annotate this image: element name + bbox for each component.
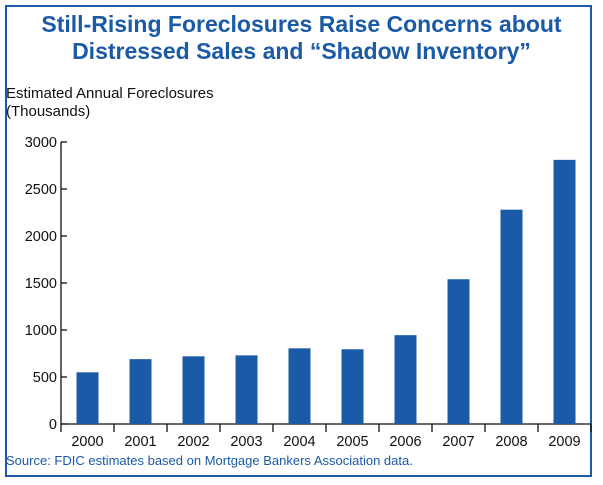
bar-2005 <box>341 349 364 424</box>
bars <box>76 159 576 425</box>
x-tick-label: 2002 <box>177 434 209 450</box>
y-axis: 0 500 1000 1500 2000 2500 3000 <box>25 135 67 433</box>
y-tick-label: 0 <box>49 417 57 433</box>
bar-2007 <box>447 279 470 424</box>
bar-2009 <box>553 159 576 425</box>
y-axis-label: Estimated Annual Foreclosures (Thousands… <box>6 85 214 121</box>
x-tick-label: 2004 <box>283 434 315 450</box>
x-tick-label: 2000 <box>71 434 103 450</box>
bar-2003 <box>235 355 258 424</box>
x-tick-label: 2009 <box>548 434 580 450</box>
bar-2002 <box>182 356 205 424</box>
x-tick-label: 2008 <box>495 434 527 450</box>
bar-2000 <box>76 372 99 424</box>
y-tick-label: 1000 <box>25 323 57 339</box>
bar-2008 <box>500 209 523 424</box>
bar-2001 <box>129 359 152 424</box>
x-tick-label: 2007 <box>442 434 474 450</box>
y-axis-label-line-2: (Thousands) <box>6 103 91 120</box>
bar-2006 <box>394 335 417 424</box>
x-tick-label: 2006 <box>389 434 421 450</box>
bar-2004 <box>288 348 311 424</box>
y-tick-label: 2000 <box>25 229 57 245</box>
source-note: Source: FDIC estimates based on Mortgage… <box>6 453 413 468</box>
y-tick-label: 3000 <box>25 135 57 151</box>
x-tick-label: 2005 <box>336 434 368 450</box>
y-tick-label: 1500 <box>25 276 57 292</box>
x-tick-label: 2001 <box>124 434 156 450</box>
x-tick-label: 2003 <box>230 434 262 450</box>
chart-title-line-2: Distressed Sales and “Shadow Inventory” <box>72 38 531 64</box>
y-tick-label: 2500 <box>25 182 57 198</box>
y-tick-label: 500 <box>33 370 57 386</box>
x-axis: 2000 2001 2002 2003 2004 2005 2006 2007 2008 2009 <box>60 423 592 450</box>
y-axis-label-line-1: Estimated Annual Foreclosures <box>6 85 214 102</box>
chart-title: Still-Rising Foreclosures Raise Concerns… <box>0 11 603 65</box>
chart-title-line-1: Still-Rising Foreclosures Raise Concerns… <box>41 11 562 37</box>
